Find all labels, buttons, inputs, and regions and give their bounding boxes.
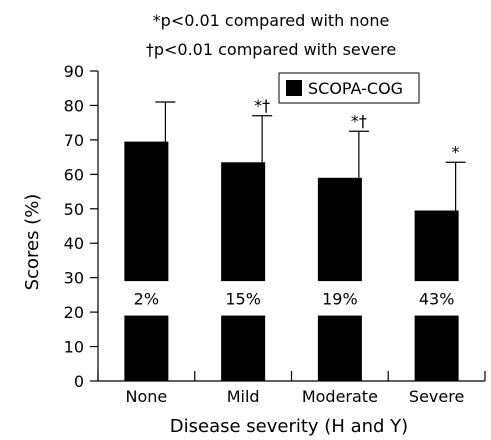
legend: SCOPA-COG <box>278 72 420 104</box>
bar-break <box>123 281 170 316</box>
percent-label: 43% <box>419 289 455 308</box>
legend-label: SCOPA-COG <box>308 79 403 98</box>
x-axis-title: Disease severity (H and Y) <box>170 416 408 437</box>
y-tick-label: 90 <box>64 62 84 81</box>
error-bars <box>155 101 466 211</box>
x-tick-label: Moderate <box>302 387 378 406</box>
bar-break <box>316 281 363 316</box>
y-axis: 0 10 20 30 40 50 60 70 80 90 <box>64 62 99 391</box>
percent-label: 2% <box>134 289 159 308</box>
significance-markers: *† *† * <box>254 96 460 161</box>
bar <box>124 141 169 381</box>
y-tick-label: 50 <box>64 200 84 219</box>
x-tick-label: Severe <box>409 387 464 406</box>
bar <box>317 177 362 381</box>
y-tick-label: 60 <box>64 165 84 184</box>
y-tick-label: 40 <box>64 234 84 253</box>
legend-box <box>278 72 420 104</box>
bars <box>123 141 460 381</box>
bar <box>221 162 266 381</box>
significance-marker: *† <box>254 96 270 115</box>
y-tick-label: 70 <box>64 131 84 150</box>
y-axis-title: Scores (%) <box>22 194 43 291</box>
percent-label: 19% <box>322 289 358 308</box>
bar-break <box>220 281 267 316</box>
note-significance-none: *p<0.01 compared with none <box>153 11 390 30</box>
x-tick-label: Mild <box>227 387 260 406</box>
percent-labels: 2% 15% 19% 43% <box>134 289 455 308</box>
note-significance-severe: †p<0.01 compared with severe <box>146 40 396 59</box>
significance-marker: *† <box>351 111 367 130</box>
percent-label: 15% <box>225 289 261 308</box>
y-tick-label: 0 <box>74 372 84 391</box>
significance-marker: * <box>452 142 460 161</box>
y-tick-label: 10 <box>64 338 84 357</box>
x-tick-label: None <box>126 387 168 406</box>
y-tick-label: 30 <box>64 269 84 288</box>
bar-break <box>413 281 460 316</box>
y-tick-label: 20 <box>64 303 84 322</box>
legend-swatch <box>286 80 302 96</box>
y-tick-label: 80 <box>64 96 84 115</box>
